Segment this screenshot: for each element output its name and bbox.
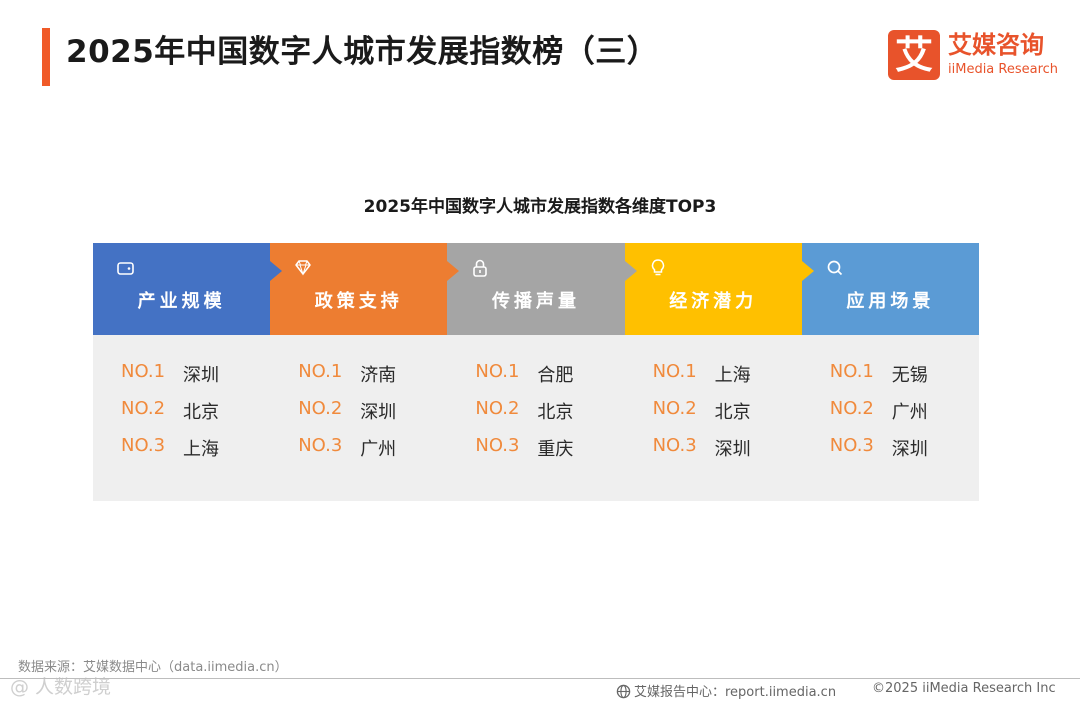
- header-label: 应用场景: [846, 291, 935, 312]
- header-label: 传播声量: [491, 291, 580, 312]
- rank-number: NO.1: [298, 361, 343, 382]
- rank-city: 无锡: [891, 365, 928, 386]
- ranking-table: 产业规模 政策支持 传播声量 经济潜力 应用场景 NO.1 深圳 NO.2 北京 NO.3 上海 N…: [93, 243, 979, 501]
- title-accent-bar: [42, 28, 50, 86]
- header-5: 应用场景: [801, 243, 979, 335]
- rank-number: NO.2: [298, 398, 343, 419]
- search-icon: [824, 257, 846, 279]
- brand-logo: 艾 艾媒咨询 iiMedia Research: [888, 30, 1064, 82]
- rank-city: 合肥: [537, 365, 574, 386]
- rank-city: 深圳: [714, 439, 751, 460]
- rank-number: NO.3: [121, 435, 166, 456]
- rank-row: NO.1 合肥: [447, 361, 624, 391]
- header-label: 政策支持: [314, 291, 403, 312]
- rank-city: 深圳: [183, 365, 219, 386]
- rank-number: NO.2: [121, 398, 166, 419]
- rank-city: 北京: [537, 402, 574, 423]
- rank-number: NO.1: [652, 361, 697, 382]
- rank-row: NO.2 广州: [802, 398, 979, 428]
- rank-city: 广州: [360, 439, 397, 460]
- rank-row: NO.1 上海: [625, 361, 802, 391]
- header-label: 产业规模: [137, 291, 226, 312]
- header-1: 产业规模: [93, 243, 283, 335]
- rank-number: NO.3: [475, 435, 520, 456]
- rank-row: NO.1 济南: [270, 361, 447, 391]
- rank-city: 深圳: [360, 402, 397, 423]
- header-2: 政策支持: [270, 243, 460, 335]
- header-arrow: [270, 261, 283, 281]
- tag-icon: [115, 257, 137, 279]
- rank-city: 北京: [183, 402, 219, 423]
- rank-row: NO.1 无锡: [802, 361, 979, 391]
- header-3: 传播声量: [447, 243, 637, 335]
- rank-row: NO.2 北京: [447, 398, 624, 428]
- lightbulb-icon: [647, 257, 669, 279]
- rank-city: 广州: [891, 402, 928, 423]
- rank-number: NO.3: [829, 435, 874, 456]
- header-arrow: [447, 261, 460, 281]
- rank-row: NO.3 广州: [270, 435, 447, 465]
- rank-row: NO.2 深圳: [270, 398, 447, 428]
- rank-number: NO.3: [652, 435, 697, 456]
- logo-mark: 艾: [888, 30, 940, 80]
- lock-icon: [469, 257, 491, 279]
- rank-row: NO.3 深圳: [802, 435, 979, 465]
- rank-number: NO.2: [475, 398, 520, 419]
- diamond-icon: [292, 257, 314, 279]
- logo-english-name: iiMedia Research: [948, 62, 1059, 77]
- rank-city: 深圳: [891, 439, 928, 460]
- rank-number: NO.1: [829, 361, 874, 382]
- rank-city: 上海: [714, 365, 751, 386]
- header-arrow: [624, 261, 637, 281]
- rank-number: NO.2: [652, 398, 697, 419]
- report-center: 艾媒报告中心：report.iimedia.cn: [616, 681, 836, 700]
- header-arrow: [801, 261, 814, 281]
- copyright: ©2025 iiMedia Research Inc: [872, 681, 1056, 696]
- header-4: 经济潜力: [624, 243, 814, 335]
- rank-number: NO.1: [121, 361, 166, 382]
- watermark: @ 人数跨境: [10, 676, 112, 698]
- logo-chinese-name: 艾媒咨询: [948, 31, 1044, 59]
- header-label: 经济潜力: [669, 291, 758, 312]
- rank-row: NO.3 上海: [93, 435, 270, 465]
- rank-row: NO.3 重庆: [447, 435, 624, 465]
- rank-number: NO.3: [298, 435, 343, 456]
- rank-city: 上海: [183, 439, 219, 460]
- data-source: 数据来源：艾媒数据中心（data.iimedia.cn）: [18, 660, 288, 675]
- page-title: 2025年中国数字人城市发展指数榜（三）: [66, 34, 659, 70]
- footer-divider: [0, 678, 1080, 679]
- rank-row: NO.3 深圳: [625, 435, 802, 465]
- rank-city: 重庆: [537, 439, 574, 460]
- table-header-row: 产业规模 政策支持 传播声量 经济潜力 应用场景: [93, 243, 979, 335]
- chart-title: 2025年中国数字人城市发展指数各维度TOP3: [363, 197, 717, 217]
- rank-number: NO.1: [475, 361, 520, 382]
- rank-city: 北京: [714, 402, 751, 423]
- rank-row: NO.1 深圳: [93, 361, 270, 391]
- rank-row: NO.2 北京: [625, 398, 802, 428]
- rank-city: 济南: [360, 365, 397, 386]
- globe-icon: [616, 684, 631, 699]
- rank-row: NO.2 北京: [93, 398, 270, 428]
- report-center-text: 艾媒报告中心：report.iimedia.cn: [634, 685, 837, 700]
- rank-number: NO.2: [829, 398, 874, 419]
